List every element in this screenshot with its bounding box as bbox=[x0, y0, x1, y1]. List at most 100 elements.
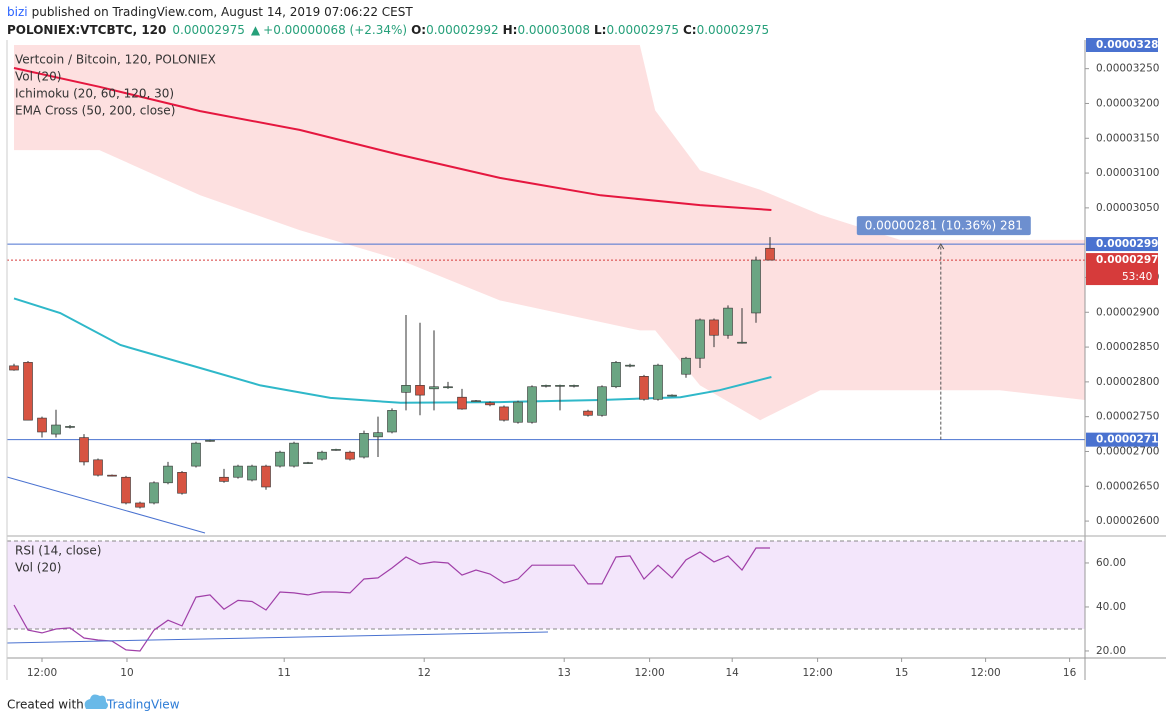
candle-body bbox=[415, 385, 425, 396]
y-tick-label: 0.00002850 bbox=[1096, 341, 1159, 353]
candle-body bbox=[191, 442, 201, 467]
candle-body bbox=[751, 259, 761, 314]
ohlc-label: O: bbox=[411, 23, 426, 37]
axes: 0.00003250 0.00003200 0.00003150 0.00003100… bbox=[27, 38, 1166, 679]
candle-body bbox=[317, 451, 327, 460]
candle-body bbox=[499, 406, 509, 421]
candle-body bbox=[765, 247, 775, 261]
candle-body bbox=[541, 385, 551, 387]
candle-body bbox=[275, 451, 285, 467]
y-tick-label: 0.00002750 bbox=[1096, 411, 1159, 423]
candle-body bbox=[555, 385, 565, 387]
y-tick-label: 0.00002800 bbox=[1096, 376, 1159, 388]
candle-body bbox=[65, 426, 75, 428]
candle-body bbox=[51, 424, 61, 435]
y-tick-label: 0.00003150 bbox=[1096, 132, 1159, 144]
change-arrow: ▲ bbox=[251, 23, 261, 37]
price-axis-bg bbox=[1085, 40, 1166, 680]
candle-body bbox=[667, 394, 677, 397]
candle-body bbox=[135, 502, 145, 508]
candle-body bbox=[247, 465, 257, 481]
countdown: 53:40 bbox=[1122, 271, 1152, 283]
candle-body bbox=[401, 385, 411, 393]
candle-body bbox=[37, 417, 47, 433]
footer-text: Created with bbox=[7, 698, 84, 712]
ohlc-value: 0.00002975 bbox=[606, 23, 679, 37]
candle-body bbox=[443, 386, 453, 389]
ohlc-value: 0.00002992 bbox=[426, 23, 499, 37]
candle-body bbox=[723, 307, 733, 336]
symbol-line: POLONIEX:VTCBTC, 120 0.00002975 ▲ +0.000000… bbox=[7, 23, 769, 37]
y-tick-label: 0.00003050 bbox=[1096, 202, 1159, 214]
candle-body bbox=[9, 365, 19, 371]
x-tick-label: 12:00 bbox=[634, 667, 664, 679]
candle-body bbox=[471, 400, 481, 402]
candle-body bbox=[611, 362, 621, 388]
header-line: bizi published on TradingView.com, August… bbox=[7, 5, 413, 19]
price-label-box bbox=[1086, 253, 1158, 286]
candle-body bbox=[359, 433, 369, 458]
price-label-box bbox=[1086, 237, 1158, 252]
candle-body bbox=[653, 364, 663, 400]
measure-arrow bbox=[937, 243, 945, 250]
candle-body bbox=[107, 474, 117, 477]
y-tick-label: 0.00002600 bbox=[1096, 515, 1159, 527]
x-tick-label: 12:00 bbox=[27, 667, 57, 679]
price-label: 0.00002975 bbox=[1096, 254, 1166, 266]
price-label: 0.00002998 bbox=[1096, 238, 1166, 250]
candle-body bbox=[457, 396, 467, 410]
candle-body bbox=[219, 476, 229, 482]
candle-body bbox=[737, 341, 747, 344]
price-label: 0.00003284 bbox=[1096, 39, 1166, 51]
candle-body bbox=[513, 401, 523, 423]
ohlc-label: C: bbox=[683, 23, 697, 37]
x-tick-label: 12:00 bbox=[970, 667, 1000, 679]
user[interactable]: bizi bbox=[7, 5, 28, 19]
candle-body bbox=[93, 459, 103, 476]
rsi-line bbox=[13, 547, 770, 652]
candle-body bbox=[695, 319, 705, 359]
candle-body bbox=[205, 440, 215, 442]
candle-body bbox=[639, 376, 649, 400]
symbol: POLONIEX:VTCBTC, 120 bbox=[7, 23, 166, 37]
candle-body bbox=[485, 402, 495, 406]
y-tick-label: 0.00003200 bbox=[1096, 97, 1159, 109]
trend-line bbox=[6, 476, 206, 534]
y-tick-label: 0.00003100 bbox=[1096, 167, 1159, 179]
candle-body bbox=[289, 442, 299, 467]
candle-body bbox=[527, 386, 537, 423]
x-tick-label: 12:00 bbox=[802, 667, 832, 679]
trend-line bbox=[6, 631, 549, 644]
price-label-box bbox=[1086, 432, 1158, 447]
ema-line bbox=[13, 67, 772, 211]
rsi-band bbox=[7, 540, 1085, 629]
measure-box bbox=[856, 216, 1031, 236]
footer-brand[interactable]: TradingView bbox=[106, 698, 180, 712]
candle-body bbox=[233, 465, 243, 478]
legend-indicator: EMA Cross (50, 200, close) bbox=[15, 104, 175, 118]
legend-indicator: Vol (20) bbox=[15, 561, 61, 575]
y-tick-label: 40.00 bbox=[1096, 601, 1126, 613]
y-tick-label: 0.00002650 bbox=[1096, 480, 1159, 492]
candle-body bbox=[709, 319, 719, 336]
candle-body bbox=[569, 385, 579, 387]
candle-body bbox=[681, 357, 691, 375]
x-tick-label: 16 bbox=[1063, 667, 1077, 679]
candle-body bbox=[163, 465, 173, 484]
candle-body bbox=[625, 364, 635, 367]
y-tick-label: 0.00003250 bbox=[1096, 63, 1159, 75]
measure-label: 0.00000281 (10.36%) 281 bbox=[865, 219, 1023, 233]
y-tick-label: 0.00002700 bbox=[1096, 445, 1159, 457]
ohlc-value: 0.00002975 bbox=[697, 23, 770, 37]
candle-body bbox=[149, 482, 159, 504]
x-tick-label: 14 bbox=[726, 667, 740, 679]
x-tick-label: 11 bbox=[278, 667, 291, 679]
last-price: 0.00002975 bbox=[172, 23, 245, 37]
candle-body bbox=[261, 465, 271, 488]
change: +0.00000068 (+2.34%) bbox=[263, 23, 407, 37]
ema-line bbox=[13, 297, 772, 404]
price-label: 0.00002717 bbox=[1096, 434, 1166, 446]
y-tick-label: 20.00 bbox=[1096, 645, 1126, 657]
y-tick-label: 0.00002900 bbox=[1096, 306, 1159, 318]
candle-body bbox=[387, 410, 397, 433]
